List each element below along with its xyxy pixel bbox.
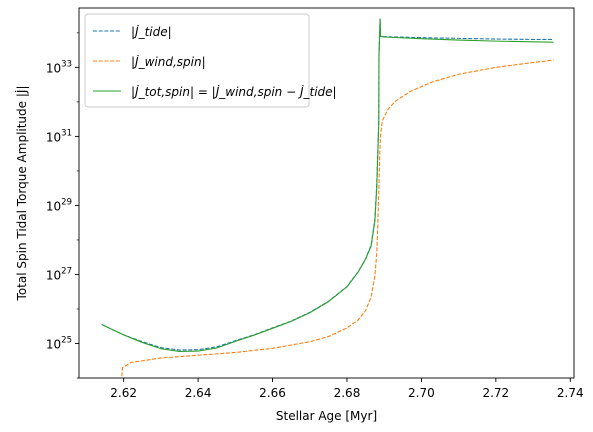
x-tick-label: 2.72 bbox=[482, 386, 509, 400]
legend-entry-tot-spin: |J̇_tot,spin| = |J̇_wind,spin − J̇_tide| bbox=[93, 85, 337, 99]
y-tick-base: 10 bbox=[46, 337, 61, 351]
y-tick-base: 10 bbox=[46, 130, 61, 144]
x-axis: 2.62 2.64 2.66 2.68 2.70 2.72 2.74 bbox=[110, 378, 584, 400]
y-tick-exponent: 25 bbox=[61, 335, 72, 345]
y-tick-label: 1031 bbox=[46, 128, 72, 144]
x-tick-label: 2.64 bbox=[185, 386, 212, 400]
y-tick-exponent: 33 bbox=[61, 59, 72, 69]
y-tick-base: 10 bbox=[46, 268, 61, 282]
y-tick-label: 1033 bbox=[46, 59, 72, 75]
y-axis-label: Total Spin Tidal Torque Amplitude |J̇| bbox=[15, 86, 29, 302]
y-tick-base: 10 bbox=[46, 61, 61, 75]
legend-box bbox=[84, 13, 310, 108]
legend-entry-tide: |J̇_tide| bbox=[93, 25, 172, 39]
legend-label-tot-spin: |J̇_tot,spin| = |J̇_wind,spin − J̇_tide| bbox=[131, 85, 337, 99]
x-tick-label: 2.70 bbox=[408, 386, 435, 400]
legend-label-wind-spin: |J̇_wind,spin| bbox=[131, 55, 206, 69]
y-tick-exponent: 27 bbox=[61, 266, 72, 276]
legend-entry-wind-spin: |J̇_wind,spin| bbox=[93, 55, 206, 69]
series-group bbox=[101, 18, 554, 377]
legend-label-tide: |J̇_tide| bbox=[131, 25, 172, 39]
series-line-2 bbox=[101, 18, 554, 352]
y-tick-exponent: 29 bbox=[61, 197, 72, 207]
y-tick-exponent: 31 bbox=[61, 128, 72, 138]
x-tick-label: 2.68 bbox=[334, 386, 361, 400]
y-tick-label: 1027 bbox=[46, 266, 72, 282]
y-tick-base: 10 bbox=[46, 199, 61, 213]
x-tick-label: 2.74 bbox=[557, 386, 584, 400]
plot-frame bbox=[78, 7, 575, 379]
legend: |J̇_tide| |J̇_wind,spin| |J̇_tot,spin| =… bbox=[84, 13, 337, 108]
x-axis-label: Stellar Age [Myr] bbox=[276, 409, 377, 423]
y-tick-label: 1025 bbox=[46, 335, 72, 351]
x-tick-label: 2.62 bbox=[110, 386, 137, 400]
y-tick-label: 1029 bbox=[46, 197, 72, 213]
series-line-1 bbox=[121, 59, 554, 377]
x-tick-label: 2.66 bbox=[259, 386, 286, 400]
